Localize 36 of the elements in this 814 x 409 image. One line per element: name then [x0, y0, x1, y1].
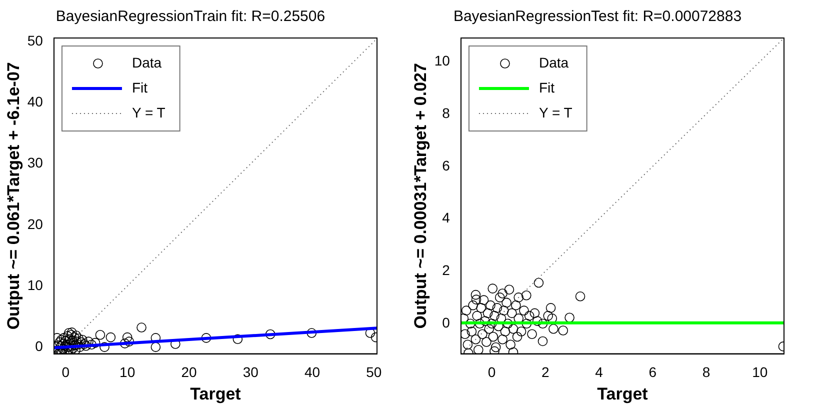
y-axis-title: Output ~= 0.061*Target + -6.1e-07 — [4, 62, 23, 330]
y-tick-label: 0 — [442, 314, 450, 331]
chart-title: BayesianRegressionTrain fit: R=0.25506 — [56, 8, 326, 26]
x-tick-label: 10 — [120, 364, 136, 380]
y-tick-label: 50 — [27, 32, 44, 49]
y-axis-title: Output ~= 0.00031*Target + 0.027 — [410, 63, 430, 329]
legend-label: Data — [538, 54, 569, 70]
chart-title: BayesianRegressionTest fit: R=0.00072883 — [453, 8, 742, 26]
x-tick-label: 8 — [702, 364, 710, 380]
x-tick-label: 6 — [648, 364, 657, 380]
y-tick-label: 0 — [35, 338, 44, 354]
x-tick-label: 2 — [542, 364, 550, 380]
y-tick-label: 6 — [442, 157, 450, 174]
x-tick-label: 20 — [181, 364, 197, 380]
x-tick-label: 50 — [366, 364, 382, 380]
legend-label: Data — [132, 54, 162, 70]
legend-label: Fit — [538, 79, 555, 96]
legend-label: Fit — [132, 79, 148, 96]
x-tick-label: 0 — [62, 364, 70, 380]
y-tick-label: 20 — [27, 216, 44, 232]
y-tick-label: 30 — [27, 154, 44, 171]
x-tick-label: 0 — [488, 364, 496, 380]
y-tick-label: 10 — [434, 52, 450, 68]
x-tick-label: 10 — [752, 364, 768, 380]
legend-label: Y = T — [538, 104, 573, 120]
y-tick-label: 2 — [442, 262, 450, 278]
x-tick-label: 30 — [242, 364, 259, 380]
y-tick-label: 8 — [442, 104, 450, 121]
y-tick-label: 40 — [27, 94, 44, 110]
x-axis-title: Target — [597, 384, 648, 404]
x-tick-label: 40 — [304, 364, 320, 380]
x-axis-title: Target — [190, 384, 242, 404]
y-tick-label: 4 — [442, 210, 450, 226]
x-tick-label: 4 — [595, 364, 604, 380]
y-tick-label: 10 — [27, 276, 44, 293]
legend-label: Y = T — [132, 104, 166, 120]
